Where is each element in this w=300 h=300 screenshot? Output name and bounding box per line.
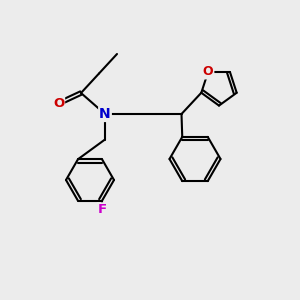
Text: O: O bbox=[203, 65, 213, 79]
Text: F: F bbox=[98, 203, 106, 216]
Text: O: O bbox=[53, 97, 64, 110]
Text: N: N bbox=[99, 107, 111, 121]
